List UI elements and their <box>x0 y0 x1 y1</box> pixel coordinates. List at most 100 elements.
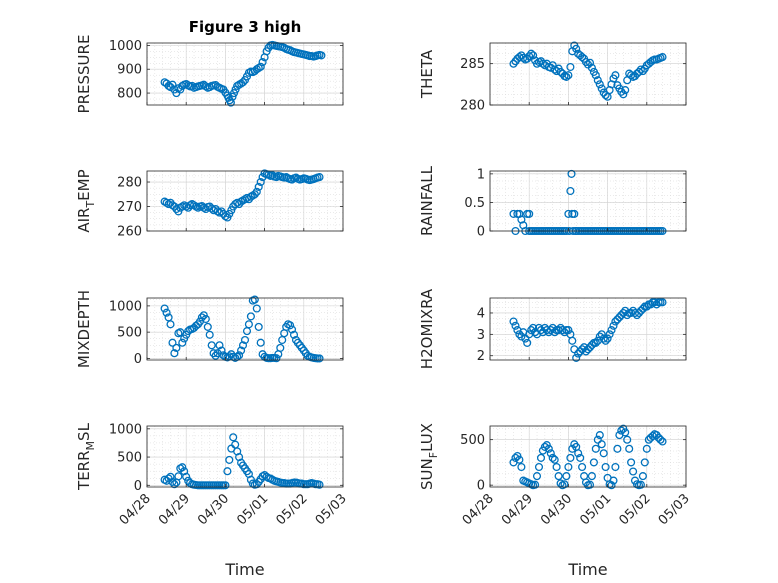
data-point <box>619 308 628 318</box>
data-point <box>550 455 559 464</box>
data-point <box>607 481 616 490</box>
x-tick-label: 05/01 <box>577 491 614 528</box>
data-point <box>244 320 253 329</box>
data-point <box>178 81 187 90</box>
x-tick-label: 04/28 <box>460 491 497 528</box>
data-point <box>634 67 644 76</box>
data-point <box>536 453 546 462</box>
panel-sun_flux: 0 500 04/28 04/29 04/30 05/01 05/02 05/03 Time SU… <box>418 423 693 579</box>
y-axis-label: MIXDEPTH <box>75 290 93 368</box>
data-point <box>593 435 602 444</box>
axes-box <box>489 297 687 361</box>
data-point <box>558 326 567 335</box>
data-point <box>580 343 589 352</box>
x-tick-label: 05/03 <box>313 491 350 528</box>
data-point <box>525 209 534 218</box>
x-axis-label: Time <box>224 560 264 579</box>
data-point <box>564 209 573 218</box>
data-point <box>532 59 542 68</box>
data-point <box>619 90 628 99</box>
data-point <box>182 472 191 481</box>
data-point <box>605 330 614 339</box>
data-point <box>237 346 246 355</box>
data-point <box>532 472 542 481</box>
data-point <box>511 453 520 462</box>
data-point <box>540 442 549 451</box>
panel-h2omixra: 2 3 4 H2OMIXRA <box>418 288 687 369</box>
data-point <box>511 321 520 330</box>
data-point <box>219 351 228 360</box>
data-point <box>523 338 532 347</box>
y-tick-label: 0 <box>134 352 142 367</box>
data-point <box>625 444 634 453</box>
data-point <box>597 84 606 93</box>
data-point <box>638 472 647 481</box>
x-tick-label: 05/01 <box>234 491 271 528</box>
data-point <box>576 453 585 462</box>
data-point <box>578 462 587 472</box>
data-point <box>546 326 555 335</box>
data-point <box>291 173 301 182</box>
data-point <box>529 51 538 60</box>
data-point <box>235 351 244 360</box>
data-point <box>160 304 169 313</box>
data-point <box>566 453 575 462</box>
data-point <box>611 462 620 472</box>
data-point <box>587 63 596 72</box>
y-axis-label: TERRMSL <box>75 422 97 491</box>
data-point <box>562 472 571 481</box>
data-point <box>531 480 540 489</box>
data-point <box>658 437 667 446</box>
data-point <box>550 328 559 337</box>
data-point <box>254 182 263 191</box>
y-axis-label-subscript: F <box>427 452 440 458</box>
data-point <box>246 475 255 484</box>
data-point <box>199 203 208 212</box>
data-point <box>201 314 210 324</box>
data-point <box>560 480 569 489</box>
axes-box <box>146 425 344 488</box>
data-point <box>599 334 608 343</box>
y-tick-label: 1 <box>477 167 485 182</box>
data-point <box>552 462 561 472</box>
data-point <box>591 444 600 453</box>
y-tick-label: 280 <box>460 99 485 114</box>
data-point <box>623 435 632 444</box>
x-tick-label: 04/30 <box>538 491 575 528</box>
x-axis-label: Time <box>567 560 607 579</box>
y-axis-label: THETA <box>418 49 436 99</box>
data-point <box>170 202 179 211</box>
data-point <box>589 458 598 467</box>
x-tick-label: 04/29 <box>156 491 193 528</box>
data-point <box>272 173 281 182</box>
data-point <box>221 481 230 490</box>
data-point <box>591 338 600 347</box>
data-point <box>515 330 524 339</box>
plot-area <box>147 426 343 487</box>
data-point <box>572 353 581 362</box>
data-point <box>585 58 595 67</box>
axes-box <box>146 297 344 361</box>
data-point <box>256 62 265 71</box>
data-point <box>168 338 177 347</box>
data-point <box>595 431 604 440</box>
data-point <box>636 480 645 489</box>
series-markers <box>509 298 667 362</box>
x-tick-label: 05/02 <box>617 491 654 528</box>
y-tick-label: 500 <box>460 433 485 448</box>
data-point <box>509 317 518 326</box>
data-point <box>172 343 181 352</box>
data-point <box>564 326 573 335</box>
data-point <box>170 480 179 489</box>
data-point <box>611 71 620 80</box>
panel-theta: 280 285 THETA <box>418 41 687 114</box>
x-tick-label: 04/29 <box>499 491 536 528</box>
data-point <box>656 435 665 444</box>
data-point <box>178 463 187 472</box>
y-axis-label: PRESSURE <box>75 35 93 114</box>
series-markers <box>160 295 324 363</box>
data-point <box>636 65 645 74</box>
data-point <box>617 87 626 96</box>
data-point <box>567 169 576 178</box>
data-point <box>527 326 536 335</box>
